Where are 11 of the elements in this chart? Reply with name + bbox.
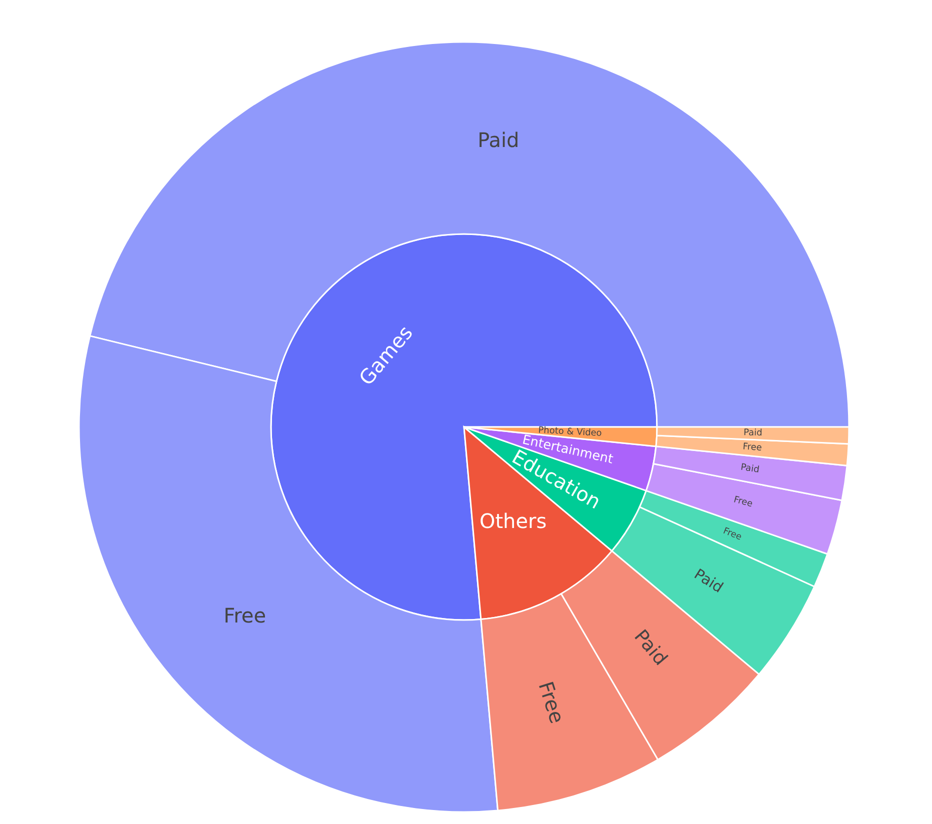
slice-label: Photo & Video xyxy=(538,426,603,439)
slice-label: Free xyxy=(721,526,744,544)
slice-label: Free xyxy=(732,495,754,510)
slice-label: Paid xyxy=(478,128,520,152)
slice-label: Free xyxy=(742,442,763,454)
slice-label: Free xyxy=(534,678,570,726)
slice-label: Paid xyxy=(743,428,762,439)
slice-label: Free xyxy=(224,603,266,628)
slice-label: Paid xyxy=(740,462,760,476)
slice-label: Others xyxy=(479,509,547,534)
slice-label: Paid xyxy=(691,566,726,596)
